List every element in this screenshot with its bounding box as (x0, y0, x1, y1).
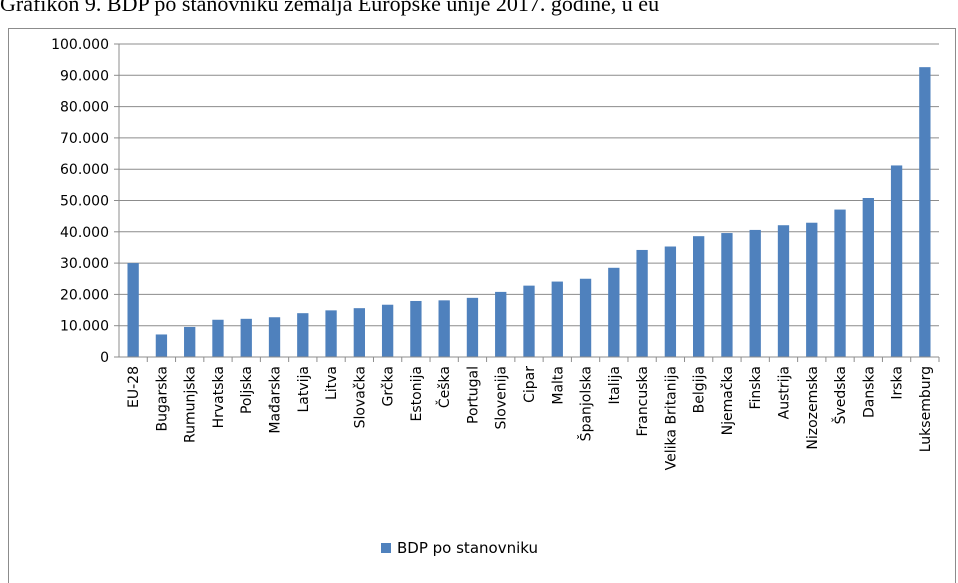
bar (664, 246, 677, 357)
legend-swatch (381, 543, 391, 553)
y-tick-label: 100.000 (51, 37, 109, 53)
x-tick-label: Italija (607, 366, 623, 404)
x-tick-label: Cipar (522, 366, 538, 403)
x-tick-label: Austrija (776, 366, 792, 419)
y-tick-label: 0 (100, 350, 109, 366)
chart-legend: BDP po stanovniku (381, 539, 538, 557)
x-tick-label: Finska (748, 366, 764, 410)
x-tick-label: Slovačka (352, 366, 368, 428)
x-tick-label: Velika Britanija (663, 366, 679, 470)
y-tick-label: 40.000 (60, 225, 109, 241)
bar (127, 263, 139, 357)
bar (353, 308, 365, 357)
x-tick-label: Latvija (296, 366, 312, 413)
bar (636, 249, 648, 357)
bar (834, 209, 846, 357)
x-tick-label: Belgija (692, 366, 708, 413)
bar (693, 236, 705, 357)
bar (919, 67, 931, 358)
y-tick-label: 30.000 (60, 256, 109, 272)
x-tick-label: Poljska (239, 366, 255, 414)
bar (325, 310, 337, 357)
bar (438, 300, 450, 357)
x-tick-label: Nizozemska (805, 366, 821, 450)
y-tick-label: 60.000 (60, 162, 109, 178)
x-tick-label: Irska (890, 366, 906, 400)
x-tick-label: Litva (324, 366, 340, 400)
x-tick-label: Španjolska (577, 366, 595, 441)
bar (381, 304, 394, 357)
bar (806, 222, 818, 357)
x-tick-label: Češka (435, 366, 453, 408)
x-tick-label: Rumunjska (183, 366, 199, 443)
bar (579, 278, 592, 357)
bar (410, 300, 422, 357)
x-tick-label: Danska (861, 366, 877, 418)
bar (608, 267, 620, 357)
chart-caption: Grafikon 9. BDP po stanovniku zemalja Eu… (0, 0, 660, 16)
legend-label: BDP po stanovniku (397, 539, 538, 557)
y-tick-label: 90.000 (60, 68, 109, 84)
bar (155, 334, 168, 357)
y-tick-label: 70.000 (60, 131, 109, 147)
x-tick-label: Malta (550, 366, 566, 405)
bar (749, 229, 761, 357)
x-tick-label: Portugal (465, 366, 481, 424)
bar (240, 318, 252, 357)
chart-frame (8, 28, 956, 583)
bar (466, 297, 479, 357)
bar (212, 319, 224, 357)
y-tick-label: 80.000 (60, 100, 109, 116)
bar (890, 165, 903, 357)
bar (523, 285, 535, 357)
bar (862, 197, 874, 357)
x-tick-label: Slovenija (494, 366, 510, 429)
x-tick-label: EU-28 (126, 366, 142, 408)
y-tick-label: 20.000 (60, 287, 109, 303)
bar (777, 225, 790, 357)
y-tick-label: 50.000 (60, 194, 109, 210)
bar (495, 291, 507, 357)
x-tick-label: Švedska (831, 366, 849, 424)
x-tick-label: Bugarska (154, 366, 170, 431)
x-tick-label: Estonija (409, 366, 425, 421)
x-tick-label: Grčka (381, 366, 397, 406)
y-tick-label: 10.000 (60, 319, 109, 335)
x-tick-label: Hrvatska (211, 366, 227, 428)
bar (297, 313, 309, 357)
bar (184, 326, 196, 357)
bar (721, 233, 733, 357)
bar (551, 281, 563, 357)
bar (268, 317, 281, 357)
x-tick-label: Mađarska (268, 366, 284, 434)
x-tick-label: Luksemburg (918, 366, 934, 452)
x-tick-label: Njemačka (720, 366, 736, 435)
x-tick-label: Francuska (635, 366, 651, 437)
